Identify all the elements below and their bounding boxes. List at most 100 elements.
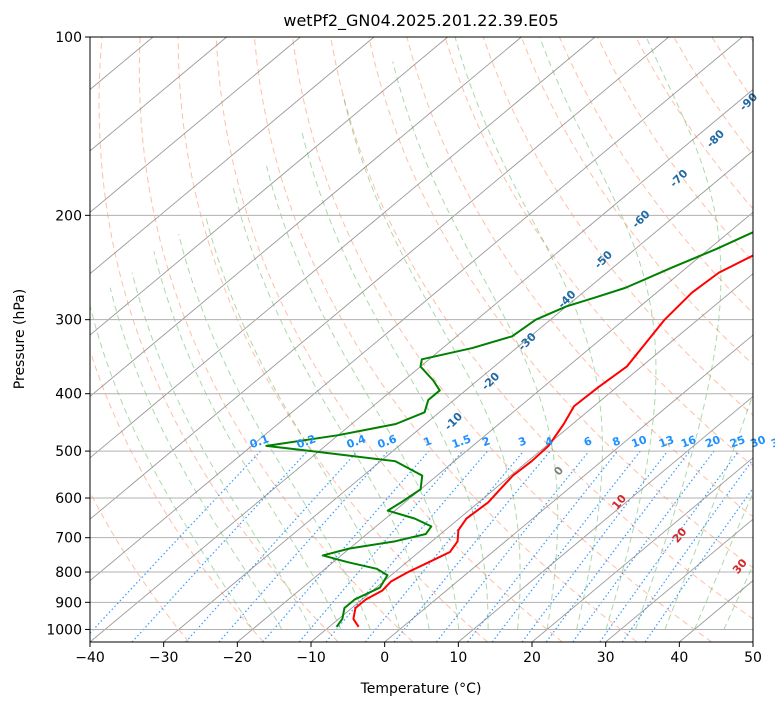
axis-ticks: −40 −30 −20 −10 0 10 20 30 40 50 1000 900 800 700 600 5…: [46, 30, 762, 666]
y-tick-label: 300: [55, 313, 82, 329]
mixing-ratio-label: 25: [728, 433, 747, 450]
mixing-ratio-line: [545, 450, 691, 642]
isotherm-line: [90, 37, 743, 582]
y-tick-label: 600: [55, 491, 82, 507]
mixing-ratio-label: 3: [517, 434, 529, 449]
mixing-ratio-line: [90, 450, 262, 635]
isotherm-line: [90, 37, 448, 336]
x-tick-label: 0: [380, 650, 389, 666]
isotherm-line: [90, 88, 753, 642]
plot-frame: [89, 36, 754, 643]
dry-adiabat-line: [330, 37, 753, 620]
dry-adiabat-line: [215, 37, 563, 642]
moist-adiabat-line: [634, 37, 722, 630]
mixing-ratio-label: 16: [679, 433, 698, 451]
mixing-ratio-line: [435, 450, 590, 642]
y-tick-label: 500: [55, 444, 82, 460]
mixing-ratio-label: 2: [480, 434, 492, 449]
y-axis-title: Pressure (hPa): [12, 289, 28, 389]
mixing-ratio-label: 6: [582, 434, 594, 449]
dry-adiabat-line: [558, 37, 753, 314]
y-tick-label: 100: [55, 30, 82, 46]
isotherm-line: [90, 37, 375, 275]
mixing-ratio-line: [185, 450, 358, 642]
moist-adiabat-line: [723, 564, 753, 630]
mixing-ratio-label: 4: [543, 434, 555, 449]
mixing-ratio-label: 36: [769, 433, 775, 451]
mixing-ratio-label: 13: [657, 433, 676, 450]
mixing-ratio-line: [393, 450, 551, 642]
x-tick-label: −10: [296, 650, 326, 666]
isotherm-line: [90, 37, 301, 213]
dry-adiabat-line: [177, 37, 488, 642]
isotherm-line: [163, 150, 753, 642]
mixing-ratio-line: [599, 450, 740, 642]
mixing-ratio-label: 0.6: [376, 432, 399, 451]
isotherm-line: [237, 211, 753, 642]
x-tick-label: 20: [523, 650, 541, 666]
mixing-ratio-label: 0.1: [248, 432, 271, 451]
dry-adiabat-line: [292, 37, 713, 642]
y-tick-label: 700: [55, 531, 82, 547]
x-tick-label: 10: [449, 650, 467, 666]
isotherm-line: [384, 334, 753, 642]
mixing-ratio-label: 10: [630, 433, 649, 451]
isotherm-line: [605, 518, 753, 642]
x-tick-label: −30: [149, 650, 179, 666]
x-tick-label: 40: [670, 650, 688, 666]
dry-adiabat-line: [98, 37, 339, 642]
mixing-ratio-label: 20: [703, 433, 722, 451]
mixing-ratio-line: [218, 450, 389, 642]
moist-adiabat-line: [178, 233, 371, 630]
y-tick-label: 400: [55, 387, 82, 403]
moist-adiabat-line: [131, 272, 312, 630]
dry-adiabat-line: [520, 37, 753, 366]
mixing-ratio-line: [572, 450, 715, 642]
moist-adiabat-line: [232, 188, 430, 630]
mixing-ratio-line: [325, 450, 488, 642]
dewpoint-profile-line: [265, 231, 753, 628]
isotherm-line: [90, 37, 227, 152]
mixing-ratio-line: [364, 450, 525, 642]
y-tick-label: 800: [55, 565, 82, 581]
isotherm-line: [458, 395, 753, 642]
mixing-ratio-label: 1.5: [450, 432, 473, 451]
dry-adiabat-line: [482, 37, 753, 416]
x-tick-label: 30: [597, 650, 615, 666]
isotherm-line: [90, 37, 596, 459]
mixing-ratio-line: [621, 458, 753, 642]
isotherm-line: [310, 273, 753, 642]
moist-adiabat-line: [539, 37, 657, 630]
y-tick-label: 900: [55, 595, 82, 611]
moist-adiabat-line: [342, 94, 521, 630]
isotherm-line: [531, 457, 753, 642]
moist-adiabat-line: [153, 251, 342, 630]
y-tick-label: 200: [55, 208, 82, 224]
dry-adiabat-line: [90, 491, 190, 642]
moist-adiabat-line: [392, 61, 559, 630]
mixing-ratio-line: [644, 487, 753, 642]
x-axis-title: Temperature (°C): [360, 681, 482, 697]
mixing-ratio-label: 1: [422, 434, 434, 449]
moist-adiabat-line: [454, 37, 603, 630]
dry-adiabat-line: [444, 37, 753, 467]
plot-area: [90, 37, 753, 642]
moist-adiabat-line: [109, 287, 283, 630]
mixing-ratio-line: [521, 450, 669, 642]
dry-adiabat-line: [90, 348, 264, 642]
dry-adiabat-line: [253, 37, 638, 642]
moist-adiabat-line: [664, 392, 753, 630]
mixing-ratio-label: 0.2: [295, 432, 318, 451]
dry-adiabat-line: [368, 37, 753, 569]
mixing-ratio-label: 8: [611, 434, 623, 449]
x-tick-label: −20: [223, 650, 253, 666]
x-tick-label: 50: [744, 650, 762, 666]
y-tick-label: 1000: [46, 622, 82, 638]
moist-adiabat-line: [693, 491, 753, 630]
sounding-series: [265, 231, 753, 628]
dry-adiabat-line: [406, 37, 753, 518]
moist-adiabat-line: [90, 306, 253, 630]
temperature-profile-line: [352, 254, 753, 628]
isotherm-line: [90, 37, 669, 520]
